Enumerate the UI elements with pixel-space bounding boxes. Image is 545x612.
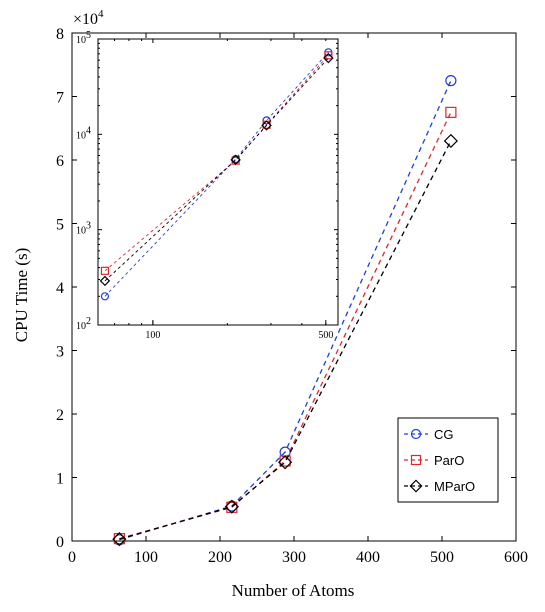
x-tick-label: 300 [282,549,306,566]
inset-y-tick-label: 10 [76,130,86,141]
x-tick-label: 600 [504,549,528,566]
x-tick-label: 0 [68,549,76,566]
x-tick-label: 200 [208,549,232,566]
y-tick-label: 3 [56,344,64,361]
y-tick-label: 5 [56,217,64,234]
y-multiplier-base: ×10 [73,11,98,28]
inset-y-tick-exponent: 2 [86,316,91,327]
inset-y-tick-exponent: 5 [86,30,91,41]
x-tick-label: 100 [134,549,158,566]
x-tick-label: 400 [356,549,380,566]
inset-y-tick-exponent: 3 [86,221,91,232]
y-tick-label: 0 [56,534,64,551]
x-tick-label: 500 [430,549,454,566]
legend: CG ParO MParO [398,418,498,502]
inset-axes-box [98,39,338,325]
x-axis-title: Number of Atoms [232,581,355,600]
inset-x-tick-label: 500 [318,330,333,341]
y-tick-label: 2 [56,407,64,424]
y-tick-label: 4 [56,280,64,297]
inset-y-tick-label: 10 [76,35,86,46]
y-tick-label: 8 [56,26,64,43]
y-multiplier-label: ×104 [73,8,104,28]
data-point-cg [446,76,456,86]
inset-y-tick-label: 10 [76,321,86,332]
y-multiplier-exponent: 4 [98,8,104,20]
y-tick-label: 1 [56,471,64,488]
legend-label-paro: ParO [434,453,464,468]
inset-x-tick-label: 100 [145,330,160,341]
inset-y-tick-exponent: 4 [86,125,91,136]
data-point-mparo [445,135,458,148]
data-point-paro [446,107,456,117]
y-axis-title: CPU Time (s) [12,248,31,342]
inset-y-tick-label: 10 [76,226,86,237]
y-tick-label: 6 [56,153,64,170]
legend-label-mparo: MParO [434,479,475,494]
legend-label-cg: CG [434,427,454,442]
y-tick-label: 7 [56,90,64,107]
